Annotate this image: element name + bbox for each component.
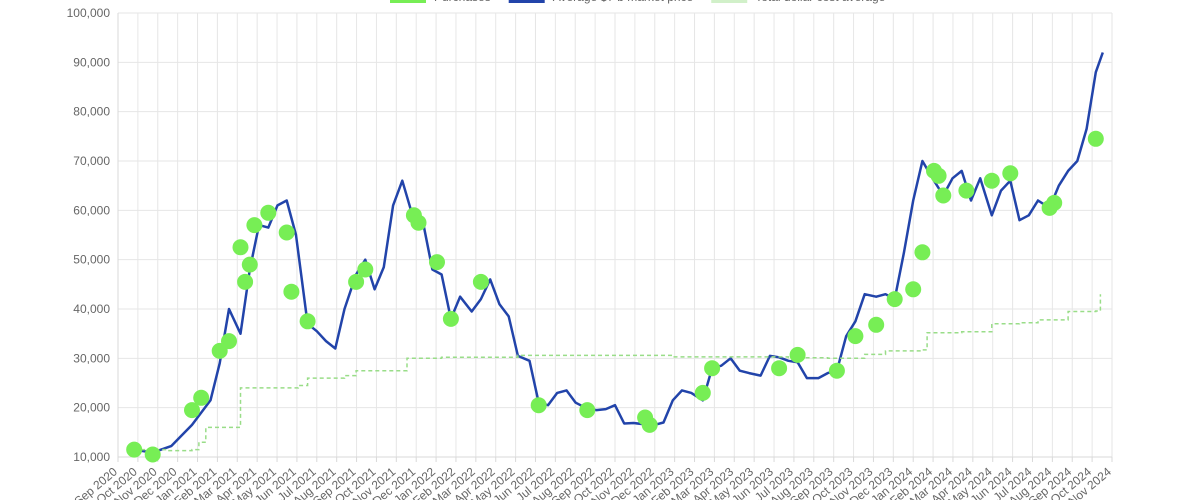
series <box>126 52 1104 463</box>
purchase-point <box>914 244 931 261</box>
purchase-point <box>886 291 903 308</box>
legend-swatch <box>508 0 545 3</box>
purchase-point <box>184 402 200 419</box>
purchase-point <box>868 316 885 333</box>
purchase-point <box>905 281 922 298</box>
purchase-point <box>429 254 445 271</box>
purchase-point <box>221 333 237 350</box>
purchase-point <box>1002 165 1019 182</box>
y-tick-label: 10,000 <box>73 450 110 464</box>
purchase-point <box>232 239 249 256</box>
purchase-point <box>410 214 427 231</box>
purchase-point <box>828 362 845 379</box>
purchase-point <box>472 273 489 290</box>
y-tick-label: 50,000 <box>73 253 110 267</box>
purchase-point <box>144 446 161 463</box>
y-tick-label: 70,000 <box>73 154 110 168</box>
legend-label: Purchases <box>434 0 491 4</box>
legend-item: Average $7 b market price <box>508 0 694 4</box>
legend-label: Total dollar cost average <box>755 0 885 4</box>
purchase-point <box>579 402 596 419</box>
y-tick-label: 60,000 <box>73 203 110 217</box>
purchase-point <box>348 273 365 290</box>
legend-item: Purchases <box>390 0 491 4</box>
y-tick-label: 40,000 <box>73 302 110 316</box>
purchase-point <box>1046 194 1063 211</box>
purchase-point <box>930 167 947 184</box>
purchase-point <box>847 328 864 345</box>
purchase-point <box>357 261 374 278</box>
market-price-line <box>133 52 1104 454</box>
purchase-point <box>442 310 459 327</box>
y-tick-label: 20,000 <box>73 401 110 415</box>
purchase-point <box>260 204 277 221</box>
purchase-point <box>694 384 711 401</box>
grid <box>117 12 1113 458</box>
legend-item: Total dollar cost average <box>711 0 886 4</box>
purchase-point <box>1087 130 1104 147</box>
purchase-point <box>278 224 295 241</box>
purchase-point <box>241 256 258 273</box>
purchase-point <box>237 273 254 290</box>
y-tick-label: 100,000 <box>67 6 111 20</box>
y-tick-label: 90,000 <box>73 55 110 69</box>
axes: 10,000 20,000 30,000 40,000 50,000 60,000 70,0… <box>67 6 1115 500</box>
cost-average-line <box>134 294 1102 452</box>
y-tick-label: 30,000 <box>73 351 110 365</box>
legend-swatch <box>711 0 748 3</box>
legend-label: Average $7 b market price <box>553 0 694 4</box>
purchase-point <box>641 416 658 433</box>
purchase-point <box>283 283 300 300</box>
purchase-point <box>789 346 806 363</box>
purchase-point <box>126 441 143 458</box>
legend-swatch <box>390 0 426 3</box>
purchase-point <box>771 360 788 377</box>
purchase-point <box>704 360 721 377</box>
purchase-point <box>983 172 1000 189</box>
legend: Purchases Average $7 b market price Total … <box>390 0 886 4</box>
purchase-point <box>299 313 316 330</box>
purchase-point <box>958 182 975 199</box>
purchase-point <box>935 187 952 204</box>
purchase-point <box>530 397 547 414</box>
y-tick-label: 80,000 <box>73 105 110 119</box>
purchase-point <box>246 217 263 234</box>
purchase-point <box>193 389 210 406</box>
